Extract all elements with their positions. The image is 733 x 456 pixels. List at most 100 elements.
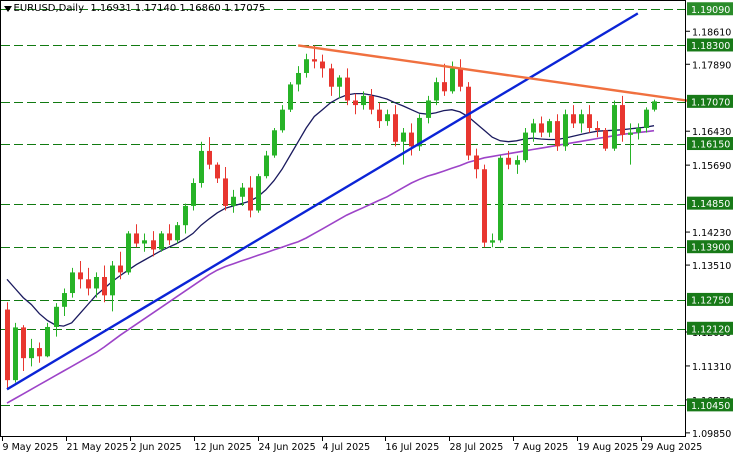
candle-body bbox=[385, 114, 390, 122]
candle-body bbox=[304, 59, 309, 73]
candle-body bbox=[37, 348, 42, 357]
moving-average-line bbox=[6, 129, 655, 404]
candle-body bbox=[86, 279, 91, 289]
candle-body bbox=[118, 265, 123, 273]
level-label: 1.14850 bbox=[691, 199, 730, 210]
candle-body bbox=[167, 233, 172, 241]
ohlc-readout: 1.16931 1.17140 1.16860 1.17075 bbox=[90, 3, 266, 14]
candle-body bbox=[134, 233, 139, 244]
price-tick-label: 1.09850 bbox=[692, 429, 731, 440]
candle-body bbox=[628, 132, 633, 135]
symbol-dropdown-icon[interactable] bbox=[4, 6, 12, 12]
candle-body bbox=[434, 82, 439, 101]
candle-body bbox=[515, 160, 520, 165]
symbol-label: EURUSD,Daily bbox=[13, 3, 84, 14]
candle-body bbox=[466, 86, 471, 156]
candle-body bbox=[377, 109, 382, 122]
candle-body bbox=[54, 306, 59, 327]
level-label: 1.18300 bbox=[691, 41, 730, 52]
candle-body bbox=[595, 127, 600, 131]
candle-body bbox=[337, 77, 342, 87]
level-label-box bbox=[687, 38, 733, 52]
candle-body bbox=[482, 169, 487, 243]
level-label: 1.17070 bbox=[691, 97, 730, 108]
candle-body bbox=[94, 276, 99, 289]
level-label-box bbox=[687, 240, 733, 254]
price-tick-label: 1.14230 bbox=[692, 228, 731, 239]
plot-border bbox=[0, 0, 686, 437]
candle-body bbox=[240, 187, 245, 197]
level-label: 1.13900 bbox=[691, 243, 730, 254]
trend-lines bbox=[6, 12, 719, 391]
time-tick-label: 21 May 2025 bbox=[67, 442, 129, 453]
candle-body bbox=[248, 187, 253, 211]
level-label-box bbox=[687, 137, 733, 151]
level-label-box bbox=[687, 398, 733, 412]
candle-body bbox=[523, 132, 528, 161]
candle-body bbox=[644, 109, 649, 128]
candle-body bbox=[652, 101, 657, 110]
price-tick-label: 1.18610 bbox=[692, 27, 731, 38]
horizontal-level-lines bbox=[1, 9, 686, 406]
level-label: 1.12750 bbox=[691, 295, 730, 306]
candle-body bbox=[215, 164, 220, 179]
candle-body bbox=[264, 155, 269, 177]
candle-body bbox=[353, 100, 358, 106]
time-tick-label: 16 Jul 2025 bbox=[386, 442, 440, 453]
candle-body bbox=[531, 123, 536, 133]
candle-body bbox=[506, 157, 511, 165]
candle-body bbox=[369, 95, 374, 110]
candle-body bbox=[183, 205, 188, 226]
time-tick-label: 7 Aug 2025 bbox=[514, 442, 569, 453]
candle-body bbox=[13, 327, 18, 381]
level-label-box bbox=[687, 196, 733, 210]
candle-body bbox=[62, 293, 67, 307]
candle-body bbox=[280, 109, 285, 131]
time-tick-label: 24 Jun 2025 bbox=[259, 442, 316, 453]
time-tick-label: 9 May 2025 bbox=[3, 442, 59, 453]
candle-body bbox=[102, 276, 107, 296]
time-tick-label: 28 Jul 2025 bbox=[450, 442, 504, 453]
candle-body bbox=[312, 59, 317, 62]
candle-body bbox=[401, 132, 406, 142]
time-axis: 9 May 2025 21 May 2025 2 Jun 2025 12 Jun 20… bbox=[2, 437, 702, 453]
candle-body bbox=[175, 225, 180, 241]
candle-body bbox=[603, 130, 608, 149]
candle-body bbox=[474, 155, 479, 170]
candle-body bbox=[142, 240, 147, 244]
candle-body bbox=[78, 272, 83, 280]
candle-body bbox=[563, 114, 568, 147]
candle-body bbox=[29, 348, 34, 359]
candle-body bbox=[126, 233, 131, 273]
level-label-box bbox=[687, 321, 733, 335]
candle-body bbox=[393, 114, 398, 142]
chart-header: EURUSD,Daily 1.16931 1.17140 1.16860 1.1… bbox=[4, 3, 266, 14]
level-label: 1.12120 bbox=[691, 324, 730, 335]
level-label-box bbox=[687, 292, 733, 306]
time-tick-label: 2 Jun 2025 bbox=[131, 442, 182, 453]
price-tick-label: 1.13510 bbox=[692, 261, 731, 272]
candle-body bbox=[587, 114, 592, 128]
candle-body bbox=[320, 61, 325, 69]
candle-body bbox=[426, 100, 431, 118]
candle-body bbox=[547, 121, 552, 133]
candle-body bbox=[345, 77, 350, 101]
candle-body bbox=[579, 114, 584, 124]
candle-body bbox=[620, 105, 625, 135]
candle-body bbox=[5, 309, 10, 381]
price-tick-label: 1.17890 bbox=[692, 60, 731, 71]
candles bbox=[5, 45, 657, 390]
candle-body bbox=[191, 183, 196, 206]
candle-body bbox=[409, 132, 414, 147]
candle-body bbox=[361, 95, 366, 106]
trend-line bbox=[297, 44, 719, 107]
candle-body bbox=[296, 72, 301, 85]
candle-body bbox=[417, 117, 422, 147]
price-tick-label: 1.15690 bbox=[692, 161, 731, 172]
candle-body bbox=[450, 68, 455, 92]
candle-body bbox=[612, 105, 617, 149]
candle-body bbox=[272, 130, 277, 156]
candle-body bbox=[223, 178, 228, 206]
candle-body bbox=[288, 84, 293, 110]
